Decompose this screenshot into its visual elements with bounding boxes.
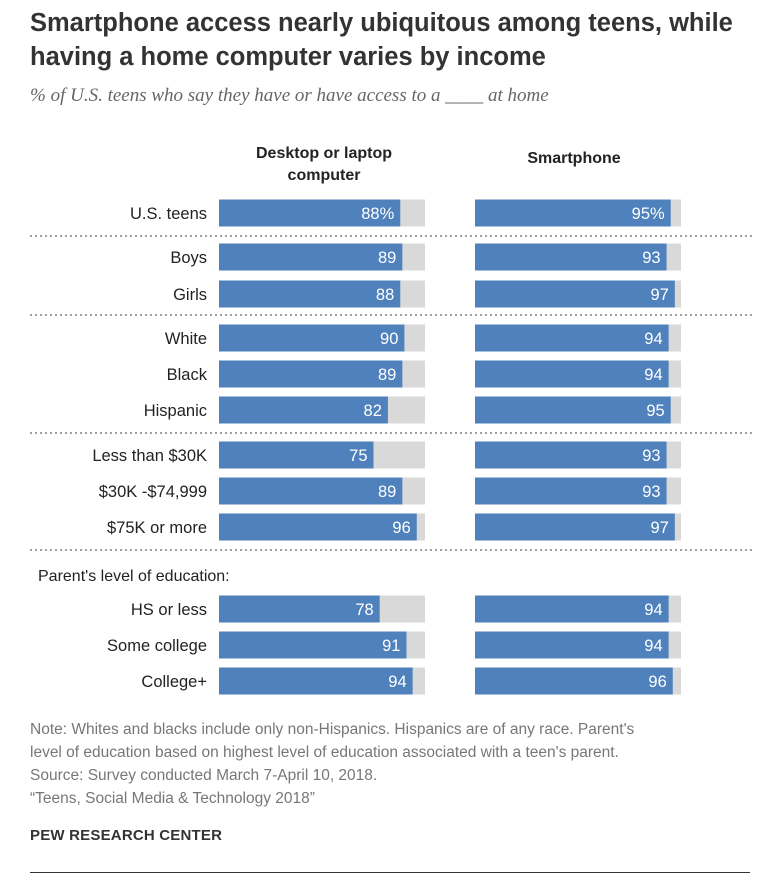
bar-value-label: 95% xyxy=(632,205,665,223)
column-header-computer: Desktop or laptop computer xyxy=(255,145,392,184)
category-label: HS or less xyxy=(131,601,207,619)
chart-subtitle: % of U.S. teens who say they have or hav… xyxy=(30,85,549,106)
computer-bar xyxy=(219,441,374,469)
bar-value-label: 97 xyxy=(650,519,668,537)
bar-value-label: 88 xyxy=(376,286,394,304)
bar-value-label: 91 xyxy=(382,637,400,655)
chart-notes: Note: Whites and blacks include only non… xyxy=(30,718,740,810)
category-label: U.S. teens xyxy=(130,205,207,223)
bar-value-label: 90 xyxy=(380,330,398,348)
pew-research-center-logo: PEW RESEARCH CENTER xyxy=(30,827,223,844)
bottom-rule xyxy=(30,872,750,873)
category-label: College+ xyxy=(141,673,207,691)
smartphone-bar xyxy=(475,360,669,388)
bar-value-label: 88% xyxy=(361,205,394,223)
column-header-smartphone: Smartphone xyxy=(527,150,621,167)
computer-bar xyxy=(219,595,380,623)
bar-value-label: 93 xyxy=(642,249,660,267)
category-label: Hispanic xyxy=(144,402,207,420)
bar-value-label: 94 xyxy=(644,601,662,619)
bar-value-label: 94 xyxy=(644,366,662,384)
computer-bar xyxy=(219,280,401,308)
bar-value-label: 97 xyxy=(650,286,668,304)
computer-bar xyxy=(219,513,417,541)
smartphone-bar xyxy=(475,396,671,424)
chart-title: Smartphone access nearly ubiquitous amon… xyxy=(30,9,733,71)
smartphone-bar xyxy=(475,595,669,623)
bar-value-label: 82 xyxy=(364,402,382,420)
category-label: Less than $30K xyxy=(92,447,207,465)
group-label: Parent's level of education: xyxy=(38,568,230,585)
smartphone-bar xyxy=(475,243,667,271)
bar-value-label: 94 xyxy=(644,330,662,348)
category-label: $75K or more xyxy=(107,519,207,537)
report-title-line: “Teens, Social Media & Technology 2018” xyxy=(30,790,315,807)
bar-value-label: 78 xyxy=(355,601,373,619)
bar-value-label: 93 xyxy=(642,447,660,465)
computer-bar xyxy=(219,667,413,695)
bar-value-label: 96 xyxy=(648,673,666,691)
bar-value-label: 89 xyxy=(378,483,396,501)
category-label: Some college xyxy=(107,637,207,655)
category-label: Boys xyxy=(170,249,207,267)
category-label: $30K -$74,999 xyxy=(99,483,207,501)
computer-bar xyxy=(219,631,407,659)
computer-bar xyxy=(219,360,403,388)
bar-chart: Parent's level of education: U.S. teens 88… xyxy=(30,199,752,695)
note-line: level of education based on highest leve… xyxy=(30,744,619,761)
bar-value-label: 96 xyxy=(392,519,410,537)
smartphone-bar xyxy=(475,513,675,541)
bar-value-label: 95 xyxy=(646,402,664,420)
computer-bar xyxy=(219,477,403,505)
smartphone-bar xyxy=(475,199,671,227)
bar-value-label: 94 xyxy=(644,637,662,655)
smartphone-bar xyxy=(475,280,675,308)
source-line: Source: Survey conducted March 7-April 1… xyxy=(30,767,378,784)
smartphone-bar xyxy=(475,667,673,695)
computer-bar xyxy=(219,199,401,227)
bar-value-label: 93 xyxy=(642,483,660,501)
smartphone-bar xyxy=(475,324,669,352)
computer-bar xyxy=(219,396,388,424)
smartphone-bar xyxy=(475,631,669,659)
computer-bar xyxy=(219,243,403,271)
note-line: Note: Whites and blacks include only non… xyxy=(30,721,635,738)
category-label: Girls xyxy=(173,286,207,304)
bar-value-label: 94 xyxy=(388,673,406,691)
category-label: White xyxy=(165,330,207,348)
computer-bar xyxy=(219,324,405,352)
bar-value-label: 75 xyxy=(349,447,367,465)
bar-value-label: 89 xyxy=(378,366,396,384)
smartphone-bar xyxy=(475,441,667,469)
smartphone-bar xyxy=(475,477,667,505)
category-label: Black xyxy=(167,366,208,384)
bar-value-label: 89 xyxy=(378,249,396,267)
